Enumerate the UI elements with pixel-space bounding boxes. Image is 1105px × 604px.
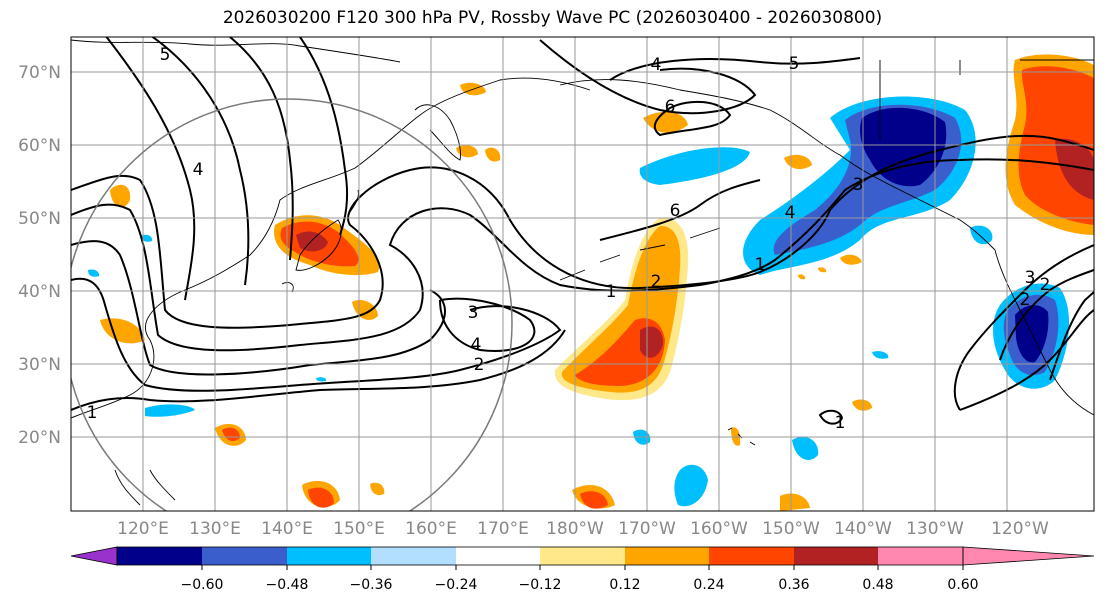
lon-label: 120°W	[991, 519, 1049, 539]
lat-label: 40°N	[18, 282, 61, 302]
lat-label: 30°N	[18, 355, 61, 375]
rossby-wave-circle	[71, 98, 513, 511]
pv-contour-4	[71, 277, 562, 392]
lat-label: 60°N	[18, 136, 61, 156]
pv-contours	[71, 37, 1094, 425]
colorbar-bin	[709, 547, 794, 565]
colorbar-tick-label: −0.36	[350, 577, 393, 593]
colorbar-tick-label: −0.60	[181, 577, 224, 593]
contour-label: 5	[789, 54, 800, 74]
lon-label: 170°W	[618, 519, 676, 539]
colorbar-tick-label: 0.48	[862, 577, 893, 593]
contour-label: 4	[471, 335, 482, 355]
pv-contour-8	[229, 37, 294, 261]
contour-label: 2	[474, 355, 485, 375]
contour-label: 1	[755, 255, 766, 275]
asia-coastline	[71, 39, 591, 419]
lon-label: 130°E	[189, 519, 241, 539]
pv-contour-7	[151, 37, 250, 286]
lat-label: 70°N	[18, 63, 61, 83]
pv-contour-14	[959, 309, 1094, 411]
contour-label: 4	[785, 203, 796, 223]
colorbar-tick-label: −0.48	[266, 577, 309, 593]
pv-contour-18	[818, 409, 844, 425]
contour-label: 4	[651, 55, 662, 75]
colorbar-tick-label: 0.36	[778, 577, 809, 593]
contour-label: 1	[606, 282, 617, 302]
lon-label: 130°W	[906, 519, 964, 539]
graticule	[71, 37, 1094, 511]
colorbar-extend-max	[962, 546, 1095, 566]
contour-label: 3	[1025, 268, 1036, 288]
colorbar-bin	[794, 547, 878, 565]
pv-contour-6	[105, 37, 196, 301]
contour-label: 2	[1040, 275, 1051, 295]
contour-label: 3	[468, 303, 479, 323]
colorbar-tick-label: −0.12	[519, 577, 562, 593]
contour-label: 1	[835, 413, 846, 433]
lon-label: 160°E	[405, 519, 457, 539]
pv-contour-17	[1049, 291, 1094, 381]
pv-contour-13	[599, 179, 761, 241]
colorbar-extend-min	[70, 546, 118, 566]
contour-label: 1	[87, 403, 98, 423]
pv-contour-3	[71, 240, 536, 376]
longitude-labels: 120°E 130°E 140°E 150°E 160°E 170°E 180°…	[117, 519, 1049, 539]
contour-label: 2	[1020, 290, 1031, 310]
lon-label: 170°E	[477, 519, 529, 539]
colorbar-bin	[456, 547, 540, 565]
pv-contour-12	[653, 100, 732, 137]
pv-contour-1	[71, 134, 1094, 329]
colorbar-bin	[117, 547, 202, 565]
colorbar-bin	[540, 547, 625, 565]
contour-label: 4	[193, 160, 204, 180]
contour-label: 3	[853, 175, 864, 195]
coastlines	[71, 39, 1094, 506]
lon-label: 150°E	[333, 519, 385, 539]
pv-contour-11	[609, 57, 861, 81]
colorbar-bin	[878, 547, 963, 565]
north-america-coastline	[994, 249, 1094, 416]
lon-label: 150°W	[762, 519, 820, 539]
contour-label: 6	[665, 97, 676, 117]
lon-label: 140°W	[834, 519, 892, 539]
colorbar-bin	[287, 547, 371, 565]
lat-label: 20°N	[18, 428, 61, 448]
colorbar-tick-label: 0.24	[693, 577, 724, 593]
latitude-labels: 70°N 60°N 50°N 40°N 30°N 20°N	[18, 63, 61, 448]
contour-label: 6	[670, 201, 681, 221]
plot-frame	[70, 36, 1095, 512]
lon-label: 140°E	[261, 519, 313, 539]
pv-contour-10	[539, 39, 757, 115]
colorbar-bin	[202, 547, 287, 565]
colorbar-tick-label: 0.12	[609, 577, 640, 593]
lon-label: 120°E	[117, 519, 169, 539]
map-title: 2026030200 F120 300 hPa PV, Rossby Wave …	[222, 8, 883, 28]
contour-labels: 1 2 3 4 5 6 1 2 3 4 6 3 4 2 1 2 1 4 5	[87, 45, 1051, 433]
contour-label: 5	[160, 45, 171, 65]
lon-label: 180°W	[546, 519, 604, 539]
colorbar-tick-label: 0.60	[947, 577, 978, 593]
pv-contour-16	[999, 269, 1094, 361]
pv-contour-5	[71, 329, 566, 411]
lat-label: 50°N	[18, 209, 61, 229]
contour-label: 2	[651, 272, 662, 292]
kamchatka-coastline	[414, 104, 461, 161]
lon-label: 160°W	[690, 519, 748, 539]
pv-contour-2	[71, 158, 1094, 352]
colorbar-bin	[625, 547, 709, 565]
pv-contour-15	[953, 244, 1094, 411]
colorbar-tick-label: −0.24	[435, 577, 478, 593]
colorbar-bin	[371, 547, 456, 565]
colorbar: −0.60 −0.48 −0.36 −0.24 −0.12 0.12 0.24 …	[70, 546, 1095, 593]
